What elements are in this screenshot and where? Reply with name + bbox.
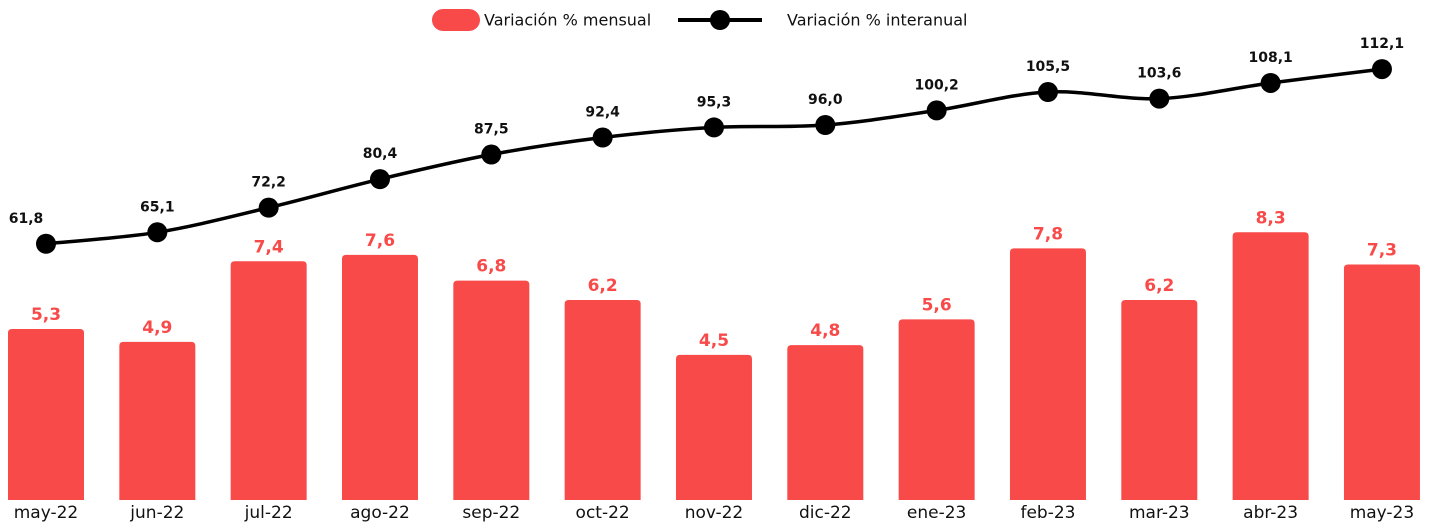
x-tick-label: oct-22	[576, 503, 630, 523]
x-tick-label: mar-23	[1129, 503, 1190, 523]
value-label: 87,5	[474, 122, 509, 138]
value-label: 7,3	[1367, 241, 1397, 261]
value-label: 65,1	[140, 199, 175, 215]
value-label: 105,5	[1026, 59, 1070, 75]
line-marker	[1149, 88, 1170, 109]
line-marker	[703, 117, 724, 138]
x-tick-label: ago-22	[350, 503, 410, 523]
bar	[1343, 264, 1420, 500]
x-tick-label: may-23	[1350, 503, 1415, 523]
value-label: 95,3	[697, 94, 732, 110]
value-label: 7,4	[254, 237, 284, 257]
bar	[564, 300, 641, 500]
value-label: 5,6	[922, 295, 952, 315]
bar	[1232, 232, 1309, 501]
bar	[675, 354, 752, 500]
legend-label: Variación % interanual	[787, 11, 968, 30]
legend-swatch	[432, 9, 480, 31]
bar	[230, 261, 307, 500]
value-label: 96,0	[808, 92, 843, 108]
line-marker	[1371, 59, 1392, 80]
value-label: 4,5	[699, 331, 729, 351]
line-marker	[147, 222, 168, 243]
bar	[1121, 300, 1198, 500]
x-tick-label: nov-22	[685, 503, 744, 523]
bar	[119, 341, 196, 500]
value-label: 112,1	[1360, 36, 1404, 52]
line-marker	[1037, 82, 1058, 103]
bar	[8, 329, 84, 500]
line-marker	[1260, 72, 1281, 93]
x-tick-label: sep-22	[462, 503, 520, 523]
line-marker	[481, 144, 502, 165]
value-label: 4,9	[142, 318, 172, 338]
bar	[341, 254, 418, 500]
x-tick-label: feb-23	[1020, 503, 1075, 523]
x-tick-label: may-22	[14, 503, 79, 523]
line-marker	[926, 100, 947, 121]
line-marker	[36, 233, 56, 254]
value-label: 100,2	[914, 77, 958, 93]
value-label: 4,8	[810, 321, 840, 341]
value-label: 8,3	[1256, 208, 1286, 228]
value-label: 6,8	[476, 257, 506, 277]
value-label: 103,6	[1137, 66, 1181, 82]
x-tick-label: ene-23	[907, 503, 966, 523]
line-marker	[592, 127, 613, 148]
bar	[453, 280, 530, 500]
value-label: 6,2	[1144, 276, 1174, 296]
value-label: 5,3	[31, 305, 61, 325]
value-label: 80,4	[363, 146, 398, 162]
value-label: 6,2	[588, 276, 618, 296]
x-tick-label: jun-22	[129, 503, 184, 523]
x-tick-label: dic-22	[799, 503, 852, 523]
value-label: 61,8	[9, 211, 44, 227]
value-label: 7,8	[1033, 224, 1063, 244]
line-marker	[815, 115, 836, 135]
value-label: 92,4	[585, 105, 620, 121]
bar	[787, 345, 864, 500]
bar	[1009, 248, 1086, 500]
legend-label: Variación % mensual	[484, 11, 651, 30]
x-tick-label: abr-23	[1243, 503, 1298, 523]
bar	[898, 319, 975, 500]
line-marker	[258, 197, 279, 218]
value-label: 72,2	[251, 175, 286, 191]
value-label: 7,6	[365, 231, 395, 251]
value-label: 108,1	[1248, 50, 1292, 66]
line-marker	[369, 169, 390, 190]
legend-marker	[710, 10, 730, 30]
x-tick-label: jul-22	[244, 503, 293, 523]
